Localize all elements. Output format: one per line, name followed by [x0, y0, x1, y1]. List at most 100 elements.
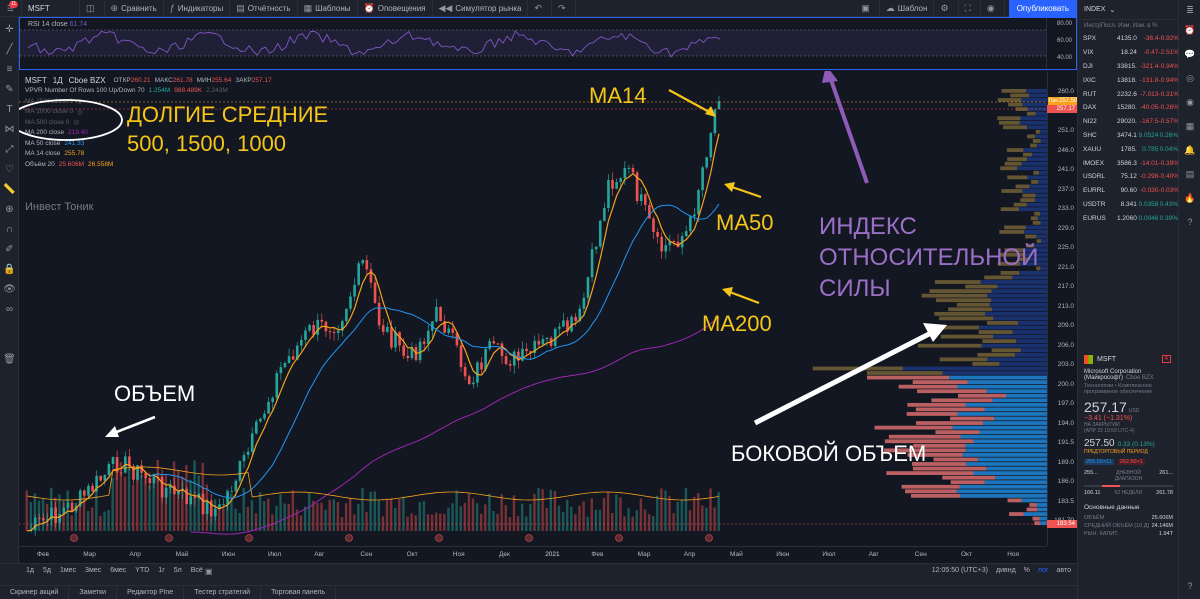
eye-off-icon[interactable]: ◎	[73, 119, 80, 127]
timeframe-button[interactable]: 3мес	[85, 567, 102, 574]
watchlist-row[interactable]: IMOEX 3586.3 -14.01 -0.39%	[1078, 156, 1178, 170]
detail-badge[interactable]: 4	[1161, 355, 1171, 363]
timeframe-button[interactable]: 5л	[173, 567, 182, 574]
interval-button[interactable]: ◫	[80, 0, 105, 17]
alarm-clock-icon[interactable]: ⏰	[1184, 25, 1196, 35]
ruler-icon[interactable]: 📏	[3, 184, 16, 195]
lock-drawing-icon[interactable]: ✐	[5, 244, 14, 255]
earnings-marker[interactable]	[165, 534, 173, 542]
trendline-icon[interactable]: ╱	[6, 44, 13, 55]
settings-button[interactable]: ⚙	[934, 0, 959, 17]
watchlist-row[interactable]: SPX 4135.0 -38.4 -0.92%	[1078, 32, 1178, 46]
clock[interactable]: 12:05:50 (UTC+3)	[931, 567, 988, 574]
snapshot-button[interactable]: ◉	[981, 0, 1005, 17]
eye-icon[interactable]: 👁	[3, 284, 16, 295]
help-icon[interactable]: ?	[1187, 217, 1193, 227]
indicators-button[interactable]: ƒ Индикаторы	[164, 0, 231, 17]
watchlist-row[interactable]: EURRL 90.60 -0.030 -0.03%	[1078, 184, 1178, 198]
earnings-marker[interactable]	[345, 534, 353, 542]
help-circle-icon[interactable]: ?	[1187, 581, 1193, 591]
publish-button[interactable]: Опубликовать	[1008, 0, 1077, 17]
timeframe-button[interactable]: 1мес	[59, 567, 77, 574]
watchlist-row[interactable]: RUT 2232.6 -7.013 -0.31%	[1078, 87, 1178, 101]
main-chart[interactable]: MSFT 1Д Cboe BZX ОТКР260.21 МАКС261.78 М…	[19, 71, 1077, 546]
log-toggle[interactable]: лог	[1037, 567, 1049, 574]
watchlist-header[interactable]: INDEX ⌄	[1078, 0, 1178, 20]
ideas-icon[interactable]: ◎	[1186, 73, 1194, 83]
bottom-tab[interactable]: Скринер акций	[0, 586, 70, 599]
symbol-search-button[interactable]: MSFT	[22, 0, 80, 17]
redo-button[interactable]: ↷	[552, 0, 576, 17]
layout-button[interactable]: ▣	[855, 0, 880, 17]
timeframe-button[interactable]: Всё	[190, 567, 203, 574]
undo-button[interactable]: ↶	[528, 0, 553, 17]
legend-vpvr[interactable]: VPVR Number Of Rows 100 Up/Down 70 1.254…	[25, 86, 272, 97]
timeframe-button[interactable]: YTD	[135, 567, 150, 574]
earnings-marker[interactable]	[245, 534, 253, 542]
calendar-icon[interactable]: ▣	[205, 567, 213, 576]
eye-off-icon[interactable]: ◎	[77, 98, 83, 106]
text-icon[interactable]: T	[6, 104, 13, 115]
watchlist-row[interactable]: USDTR 8.341 0.0358 0.43%	[1078, 198, 1178, 212]
hotlist-icon[interactable]: 🔥	[1184, 193, 1196, 203]
calendar-icon[interactable]: ▦	[1185, 121, 1195, 131]
watchlist-row[interactable]: XAUU 1785. 0.785 0.04%	[1078, 142, 1178, 156]
notifications-icon[interactable]: 🔔	[1184, 145, 1196, 155]
report-button[interactable]: ▤ Отчётность	[230, 0, 298, 17]
timeframe-button[interactable]: 1г	[158, 567, 165, 574]
compare-button[interactable]: ⊕ Сравнить	[105, 0, 164, 17]
eye-off-icon[interactable]: ◎	[77, 108, 83, 116]
alerts-button[interactable]: ⏰ Оповещения	[358, 0, 433, 17]
template-select[interactable]: ☁ Шаблон	[880, 0, 935, 17]
earnings-marker[interactable]	[705, 534, 713, 542]
timeframe-button[interactable]: 5д	[42, 567, 51, 574]
watchlist-row[interactable]: NI22 29020. -167.5 -0.57%	[1078, 115, 1178, 129]
watchlist-icon[interactable]: ≣	[1186, 5, 1194, 15]
legend-volume[interactable]: Объём 20 25.606M 26.558M	[25, 159, 272, 170]
earnings-marker[interactable]	[615, 534, 623, 542]
timeframe-button[interactable]: 6мес	[110, 567, 127, 574]
timeframe-button[interactable]: 1д	[26, 567, 34, 574]
bottom-tab[interactable]: Редактор Pine	[117, 586, 185, 599]
zoom-in-icon[interactable]: ⊕	[5, 204, 14, 215]
fullscreen-button[interactable]: ⛶	[959, 0, 981, 17]
dividend-toggle[interactable]: дивнд	[996, 567, 1016, 574]
crosshair-icon[interactable]: ✛	[5, 24, 14, 35]
watchlist-row[interactable]: DJI 33815. -321.4 -0.94%	[1078, 60, 1178, 74]
trash-icon[interactable]: 🗑	[3, 354, 16, 365]
templates-button[interactable]: ▦ Шаблоны	[298, 0, 358, 17]
watchlist-row[interactable]: DAX 15280. -40.05 -0.26%	[1078, 101, 1178, 115]
rsi-pane[interactable]: RSI 14 close 61.74 80.00 60.00 40.00	[19, 17, 1077, 70]
earnings-marker[interactable]	[70, 534, 78, 542]
price-axis[interactable]: 260.0256.0251.0246.0241.0237.0233.0229.0…	[1047, 71, 1077, 546]
fib-icon[interactable]: ≡	[6, 64, 13, 75]
bottom-tab[interactable]: Заметки	[69, 586, 118, 599]
magnet-icon[interactable]: ∩	[5, 224, 14, 235]
earnings-marker[interactable]	[435, 534, 443, 542]
watchlist-row[interactable]: EURUS 1.2060 0.0046 0.39%	[1078, 211, 1178, 225]
icons-tool-icon[interactable]: ♡	[5, 164, 14, 175]
time-axis[interactable]: Фев Мар Апр Май Июн Июл Авг Сен Окт Ноя Дек 2021 Фев…	[19, 546, 1047, 563]
bottom-tab[interactable]: Торговая панель	[261, 586, 337, 599]
pattern-icon[interactable]: ⋈	[4, 124, 15, 135]
legend-ma14[interactable]: MA 14 close 255.78	[25, 149, 272, 160]
watchlist-row[interactable]: SHC 3474.1 9.0524 0.26%	[1078, 129, 1178, 143]
watchlist-row[interactable]: IXIC 13818. -131.8 -0.94%	[1078, 73, 1178, 87]
main-menu-button[interactable]: ☰ 11	[0, 0, 22, 17]
link-icon[interactable]: ∞	[5, 304, 14, 315]
earnings-marker[interactable]	[525, 534, 533, 542]
auto-toggle[interactable]: авто	[1056, 567, 1071, 574]
orderbook-icon[interactable]: ▤	[1185, 169, 1195, 179]
lock-icon[interactable]: 🔒	[3, 264, 16, 275]
legend-symbol-row[interactable]: MSFT 1Д Cboe BZX ОТКР260.21 МАКС261.78 М…	[25, 75, 272, 86]
legend-ma50[interactable]: MA 50 close 241.33	[25, 138, 272, 149]
bottom-tab[interactable]: Тестер стратегий	[184, 586, 262, 599]
chat-icon[interactable]: 💬	[1184, 49, 1196, 59]
replay-button[interactable]: ◀◀ Симулятор рынка	[433, 0, 529, 17]
watchlist-row[interactable]: VIX 18.24 -0.47 -2.51%	[1078, 46, 1178, 60]
brush-icon[interactable]: ✎	[5, 84, 14, 95]
streams-icon[interactable]: ◉	[1186, 97, 1194, 107]
percent-toggle[interactable]: %	[1023, 567, 1030, 574]
watchlist-row[interactable]: USDRL 75.12 -0.298 -0.40%	[1078, 170, 1178, 184]
prediction-icon[interactable]: ⤢	[5, 144, 14, 155]
